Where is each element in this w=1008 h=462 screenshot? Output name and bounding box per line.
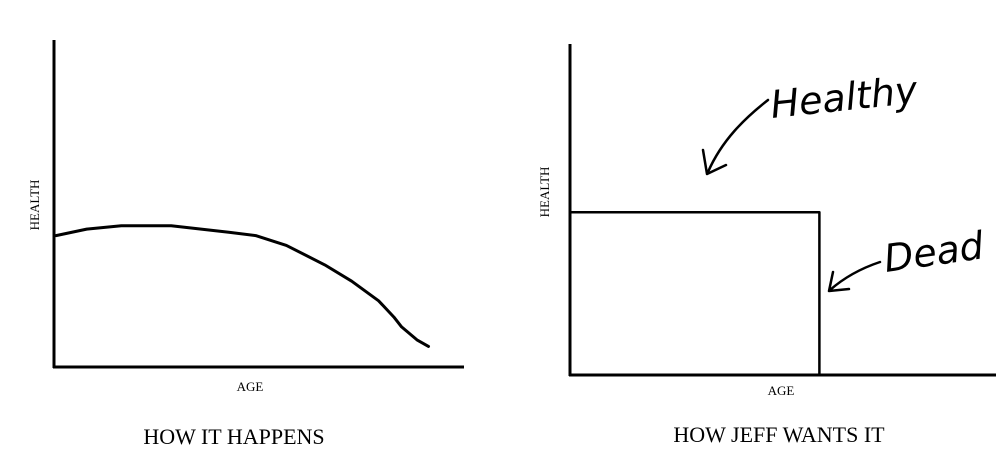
chart-caption: HOW IT HAPPENS xyxy=(143,424,324,449)
y-axis-label: HEALTH xyxy=(27,180,42,231)
series-line xyxy=(54,224,430,348)
chart-caption: HOW JEFF WANTS IT xyxy=(673,422,885,447)
series-line xyxy=(569,211,821,376)
annotation-healthy: Healthy xyxy=(768,68,920,127)
arrow-healthy xyxy=(706,98,770,174)
chart-how-it-happens: HEALTH AGE HOW IT HAPPENS xyxy=(27,40,464,449)
x-axis-label: AGE xyxy=(768,383,795,398)
arrow-healthy-head xyxy=(701,148,728,176)
annotation-dead: Dead xyxy=(881,223,987,281)
x-axis-label: AGE xyxy=(237,379,264,394)
arrow-dead xyxy=(828,260,882,292)
y-axis-label: HEALTH xyxy=(537,167,552,218)
chart-how-jeff-wants-it: HEALTH AGE HOW JEFF WANTS IT Healthy Dea… xyxy=(537,44,996,447)
arrow-dead-head xyxy=(827,270,851,293)
